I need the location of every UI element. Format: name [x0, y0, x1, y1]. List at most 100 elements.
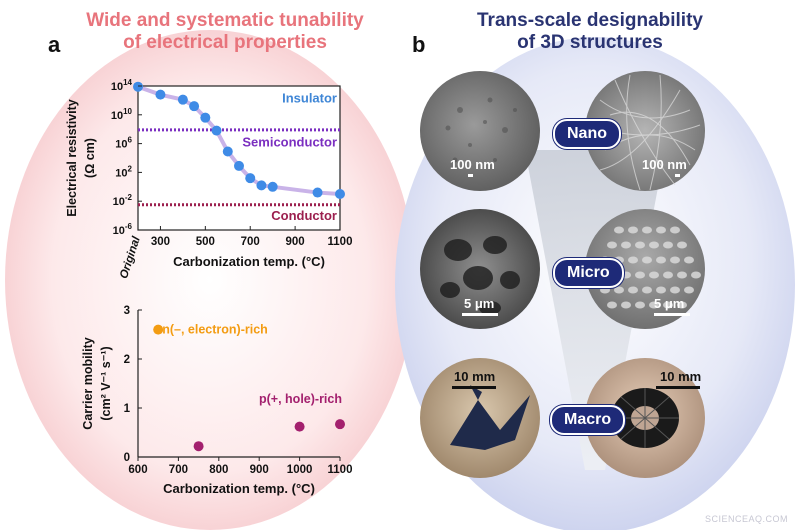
micro-pillar: [663, 271, 673, 279]
scale-label-nano-right: 100 nm: [642, 157, 687, 172]
y-tick-label: 1010: [111, 107, 133, 122]
sem-image-nano-left: [420, 71, 540, 191]
micro-pillar: [642, 226, 652, 234]
region-label-insulator: Insulator: [282, 91, 337, 106]
resistivity-point: [312, 187, 323, 198]
region-label-semiconductor: Semiconductor: [242, 134, 337, 149]
scale-label-micro-left: 5 μm: [464, 296, 495, 311]
micro-pillar: [656, 286, 666, 294]
scale-bar-macro-left: [452, 386, 496, 389]
sem-image-nano-right: [585, 71, 705, 191]
micro-pillar: [628, 226, 638, 234]
micro-pillar: [656, 226, 666, 234]
resistivity-point: [245, 173, 256, 184]
micro-pillar: [635, 301, 645, 309]
micro-pillar: [670, 286, 680, 294]
x-tick-label: 1100: [328, 236, 353, 248]
scale-bar-micro-left: [462, 313, 498, 316]
micro-pillar: [621, 301, 631, 309]
y-tick-label: 106: [115, 136, 132, 151]
mobility-x-axis-label: Carbonization temp. (°C): [163, 481, 315, 496]
x-tick-label: 700: [241, 236, 260, 248]
x-tick-label: 700: [169, 464, 188, 476]
micro-pillar: [677, 241, 687, 249]
mobility-point: [193, 441, 204, 452]
photo-macro-left: [420, 358, 540, 478]
resistivity-point: [234, 160, 244, 171]
micro-pillar: [649, 271, 659, 279]
x-tick-label: 1000: [287, 464, 313, 476]
nano-label: Nano: [553, 119, 621, 149]
micro-pillar: [642, 286, 652, 294]
micro-pillar: [663, 301, 673, 309]
y-tick-label: 10-2: [113, 193, 133, 208]
x-tick-label: 900: [286, 236, 305, 248]
panel-a-title-line2: of electrical properties: [123, 32, 327, 53]
resistivity-y-axis-label-line2: (Ω cm): [83, 138, 97, 178]
micro-pillar: [691, 271, 701, 279]
y-tick-label: 102: [115, 164, 132, 179]
mobility-y-axis-label-line1: Carrier mobility: [81, 337, 95, 429]
y-tick-label: 10-6: [113, 222, 133, 237]
resistivity-y-axis-label-line1: Electrical resistivity: [65, 99, 79, 216]
macro-label: Macro: [550, 405, 626, 435]
panel-b-title-line2: of 3D structures: [517, 32, 663, 53]
mobility-point: [153, 324, 164, 335]
micro-pillar: [656, 256, 666, 264]
micro-pillar: [649, 301, 659, 309]
resistivity-point: [256, 180, 267, 191]
micro-label: Micro: [553, 258, 624, 288]
micro-pillar: [628, 286, 638, 294]
panel-letter-b: b: [412, 32, 426, 57]
scale-label-macro-right: 10 mm: [660, 369, 702, 384]
micro-pillar: [600, 286, 610, 294]
y-tick-label: 3: [124, 305, 130, 317]
panel-b-title-line1: Trans-scale designability: [477, 10, 703, 31]
scale-label-micro-right: 5 μm: [654, 296, 685, 311]
micro-pillar: [635, 271, 645, 279]
resistivity-point: [222, 146, 233, 157]
y-tick-label: 2: [124, 354, 130, 366]
micro-pillar: [607, 301, 617, 309]
micro-pillar: [607, 241, 617, 249]
panel-a-title: Wide and systematic tunability of electr…: [60, 10, 390, 54]
resistivity-point: [133, 81, 143, 92]
mobility-point: [335, 419, 345, 430]
y-tick-label: 1014: [111, 78, 133, 93]
micro-pillar: [635, 241, 645, 249]
micro-pillar: [621, 241, 631, 249]
scale-bar-nano-right: [675, 174, 680, 177]
x-tick-label: 600: [128, 464, 147, 476]
resistivity-point: [155, 89, 166, 100]
watermark: SCIENCEAQ.COM: [704, 514, 788, 524]
scale-label-macro-left: 10 mm: [454, 369, 496, 384]
micro-pillar: [614, 226, 624, 234]
micro-pillar: [684, 286, 694, 294]
resistivity-point: [267, 181, 278, 192]
micro-pillar: [670, 256, 680, 264]
micro-pillar: [684, 256, 694, 264]
micro-pillar: [677, 301, 687, 309]
resistivity-point: [200, 112, 211, 123]
micro-pillar: [642, 256, 652, 264]
x-tick-label: 500: [196, 236, 215, 248]
scale-label-nano-left: 100 nm: [450, 157, 495, 172]
panel-a-title-line1: Wide and systematic tunability: [86, 10, 364, 31]
x-tick-label: 800: [209, 464, 228, 476]
resistivity-point: [211, 125, 222, 136]
x-tick-original: Original: [118, 234, 143, 280]
resistivity-point: [335, 189, 345, 199]
y-tick-label: 0: [124, 452, 130, 464]
mobility-point: [294, 421, 305, 432]
panel-letter-a: a: [48, 32, 61, 57]
micro-pillar: [670, 226, 680, 234]
micro-pillar: [663, 241, 673, 249]
resistivity-point: [189, 101, 200, 112]
scale-bar-nano-left: [468, 174, 473, 177]
resistivity-point: [177, 94, 188, 105]
mobility-y-axis-label-line2: (cm² V⁻¹ s⁻¹): [99, 346, 113, 420]
scale-bar-macro-right: [656, 386, 700, 389]
micro-pillar: [614, 286, 624, 294]
region-label-conductor: Conductor: [271, 208, 337, 223]
